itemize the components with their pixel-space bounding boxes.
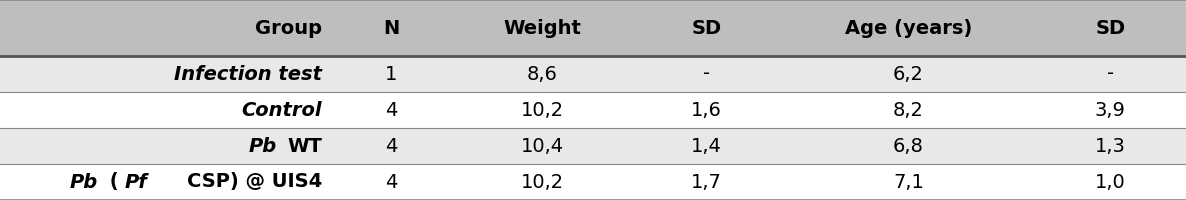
Text: SD: SD — [691, 19, 721, 38]
Text: 8,6: 8,6 — [527, 64, 557, 84]
Text: 10,4: 10,4 — [521, 136, 565, 156]
Text: 7,1: 7,1 — [893, 172, 924, 192]
Bar — [0, 164, 1186, 200]
Text: Pf: Pf — [125, 172, 147, 192]
Text: Pb: Pb — [70, 172, 98, 192]
Text: 6,2: 6,2 — [893, 64, 924, 84]
Text: Infection test: Infection test — [174, 64, 323, 84]
Text: 1: 1 — [385, 64, 397, 84]
Text: 8,2: 8,2 — [893, 101, 924, 120]
Text: Weight: Weight — [504, 19, 581, 38]
Text: 3,9: 3,9 — [1095, 101, 1126, 120]
Text: 4: 4 — [385, 101, 397, 120]
Text: N: N — [383, 19, 400, 38]
Text: -: - — [703, 64, 710, 84]
Bar — [0, 92, 1186, 128]
Text: 4: 4 — [385, 136, 397, 156]
Text: 6,8: 6,8 — [893, 136, 924, 156]
Text: 1,7: 1,7 — [691, 172, 722, 192]
Text: Age (years): Age (years) — [844, 19, 973, 38]
Bar — [0, 128, 1186, 164]
Text: 1,6: 1,6 — [691, 101, 722, 120]
Text: Pb: Pb — [249, 136, 278, 156]
Text: -: - — [1107, 64, 1114, 84]
Text: 1,4: 1,4 — [691, 136, 722, 156]
Bar — [0, 0, 1186, 56]
Text: SD: SD — [1095, 19, 1126, 38]
Text: Group: Group — [255, 19, 323, 38]
Text: WT: WT — [287, 136, 323, 156]
Text: 1,0: 1,0 — [1095, 172, 1126, 192]
Text: 10,2: 10,2 — [521, 101, 565, 120]
Bar — [0, 56, 1186, 92]
Text: 10,2: 10,2 — [521, 172, 565, 192]
Text: Control: Control — [242, 101, 323, 120]
Text: (: ( — [103, 172, 119, 192]
Text: CSP) @ UIS4: CSP) @ UIS4 — [187, 172, 323, 192]
Text: 1,3: 1,3 — [1095, 136, 1126, 156]
Text: 4: 4 — [385, 172, 397, 192]
